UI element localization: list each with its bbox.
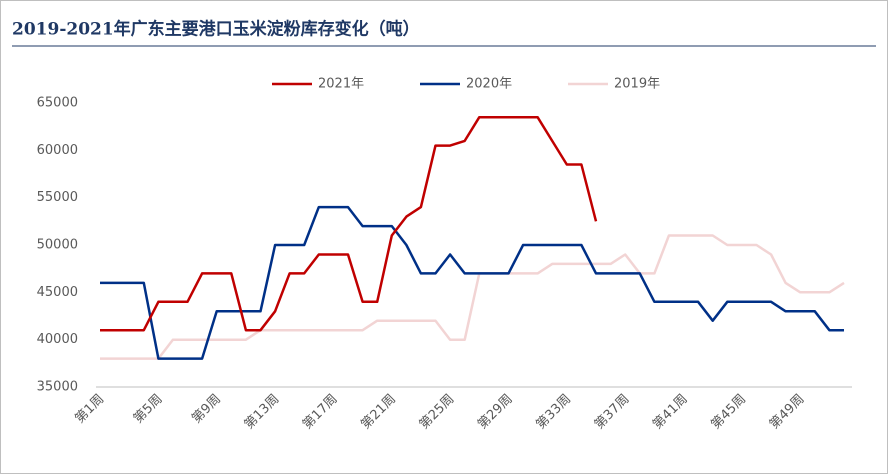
- y-tick-label: 45000: [37, 285, 78, 300]
- y-tick-label: 40000: [37, 332, 78, 347]
- y-tick-label: 60000: [37, 143, 78, 158]
- chart-title: 2019-2021年广东主要港口玉米淀粉库存变化（吨）: [12, 19, 420, 40]
- legend-label: 2019年: [614, 77, 660, 92]
- y-tick-label: 55000: [37, 190, 78, 205]
- series-line: [100, 234, 845, 360]
- y-tick-label: 35000: [37, 380, 78, 395]
- series-line: [100, 205, 844, 360]
- legend-label: 2021年: [318, 77, 364, 92]
- legend-label: 2020年: [466, 77, 512, 92]
- series-line: [100, 115, 598, 332]
- y-tick-label: 50000: [37, 238, 78, 253]
- y-tick-label: 65000: [37, 96, 78, 111]
